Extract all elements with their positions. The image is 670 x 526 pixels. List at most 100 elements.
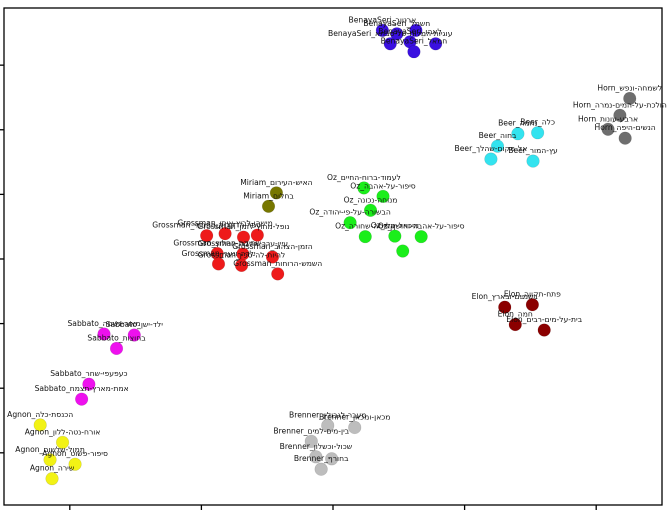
scatter-point-3-0: [269, 186, 284, 200]
scatter-point-6-3: [537, 323, 551, 337]
scatter-point-8-0: [33, 418, 47, 432]
scatter-point-7-2: [109, 341, 124, 356]
scatter-point-3-1: [261, 199, 276, 213]
scatter-point-0-3: [383, 37, 397, 51]
point-label-6-2: Elon_חמה: [498, 310, 533, 319]
scatter-point-1-1: [613, 108, 627, 122]
point-label-1-1: Horn_הולכת-על-המים-נמרה: [573, 100, 667, 109]
scatter-point-0-6: [407, 45, 421, 59]
scatter-point-9-0: [321, 418, 335, 433]
point-label-5-5: Oz_מיכאל-שלי: [371, 221, 419, 230]
point-label-3-0: Miriam_האיש-העירום: [240, 178, 312, 187]
scatter-point-4-7: [211, 257, 226, 271]
scatter-point-8-4: [45, 472, 59, 486]
point-label-9-2: Brenner_בין-מים-למים: [273, 426, 349, 435]
point-label-2-2: Beer_כלה: [520, 118, 555, 127]
point-label-5-2: Oz_מנוחה-נכונה: [344, 195, 398, 204]
point-label-1-3: Horn_הנשים-היפה: [595, 123, 656, 132]
point-label-8-0: Agnon_הכנסת-כלה: [7, 410, 73, 419]
point-label-7-4: Sabbato_אמת-מארץ-תצמח: [35, 384, 129, 393]
scatter-point-2-1: [511, 127, 525, 141]
scatter-point-4-3: [250, 228, 264, 242]
point-label-2-1: Beer_נחמה: [498, 119, 538, 128]
point-label-8-1: Agnon_אורח-נטה-ללון: [25, 427, 101, 436]
point-label-8-2: Agnon_תמול-שלשום: [15, 445, 85, 454]
point-label-7-1: Sabbato_ילד-ישן: [106, 320, 164, 329]
point-label-1-2: Horn_ארבע-עונות: [578, 114, 638, 123]
scatter-point-2-4: [526, 154, 540, 168]
point-label-0-6: BenayaSeri_חמאל: [381, 37, 448, 46]
scatter-point-5-1: [376, 189, 390, 203]
scatter-point-0-2: [409, 23, 423, 37]
scatter-point-7-3: [82, 377, 96, 391]
point-label-4-7: Grossman_ילדה-ונער: [181, 249, 255, 258]
scatter-point-9-2: [304, 434, 318, 448]
scatter-point-8-3: [68, 457, 82, 471]
point-label-5-3: Oz_הבשורה-על-פי-יהודה: [309, 208, 390, 217]
scatter-point-5-0: [357, 181, 371, 195]
point-label-9-5: Brenner_בחורף: [294, 454, 349, 463]
point-label-6-3: Elon_בית-על-מים-רבים: [506, 315, 582, 324]
scatter-point-4-8: [234, 258, 249, 273]
point-label-8-3: Agnon_סיפור-פשוט: [42, 449, 108, 458]
point-label-9-3: Brenner_שכול-וכשלון: [280, 442, 353, 451]
scatter-point-1-3: [618, 131, 632, 145]
scatter-point-5-4: [358, 230, 372, 244]
scatter-point-5-2: [363, 203, 378, 217]
point-label-0-4: BenayaSeri_לאהו: [378, 27, 441, 36]
scatter-point-1-2: [601, 122, 615, 136]
scatter-point-4-0: [200, 229, 214, 243]
point-label-4-9: Grossman_השמש-הרוחות: [233, 259, 322, 268]
point-label-7-3: Sabbato_כעפעפי-שחר: [50, 369, 127, 378]
scatter-point-4-2: [236, 230, 251, 244]
point-label-0-3: BenayaSeri_עוגיות-המלוח-של-סבתא: [328, 29, 453, 38]
point-label-5-0: Oz_לעמוד-ברוח-החיים: [327, 173, 401, 182]
point-label-2-4: Beer_עץ-המור: [508, 146, 558, 155]
scatter-point-2-3: [484, 152, 498, 166]
scatter-point-4-9: [271, 267, 285, 281]
scatter-point-9-1: [348, 420, 362, 435]
point-label-1-0: Horn_לשמחה-ונפש: [597, 83, 662, 92]
point-label-7-0: Sabbato_מאור-נשמה: [67, 319, 140, 328]
scatter-point-5-3: [343, 216, 357, 230]
scatter-point-1-0: [623, 91, 637, 106]
scatter-point-2-0: [490, 139, 505, 153]
point-label-5-4: Oz_קופסה-שחורה: [335, 222, 395, 231]
point-label-7-2: Sabbato_בחוצות: [87, 333, 146, 342]
scatter-point-7-0: [97, 327, 111, 341]
scatter-point-8-1: [55, 435, 70, 449]
point-label-4-8: Grossman_להיות-לה-סכין: [198, 250, 286, 259]
point-label-2-0: Beer_בחוה: [479, 131, 517, 140]
point-label-6-1: Elon_פתח-תקווה: [504, 290, 561, 299]
scatter-point-5-7: [396, 244, 410, 258]
scatter-point-4-6: [265, 250, 280, 264]
scatter-point-5-6: [414, 230, 428, 244]
point-label-4-2: Grossman_נופל-מחוץ-לזמן: [197, 222, 289, 231]
scatter-point-0-1: [390, 27, 404, 41]
scatter-point-6-2: [508, 317, 522, 332]
scatter-point-0-5: [429, 37, 443, 51]
scatter-point-4-1: [218, 227, 232, 241]
scatter-point-9-5: [314, 462, 328, 476]
point-label-0-1: BenayaSeri_חשמל: [363, 19, 430, 28]
scatter-point-5-5: [388, 229, 402, 243]
point-label-5-6: Oz_סיפור-על-אהבה-וחושך: [378, 222, 465, 231]
scatter-point-0-0: [375, 23, 389, 37]
scatter-point-8-2: [43, 453, 57, 467]
scatter-point-9-3: [309, 450, 323, 464]
point-label-5-1: Oz_סיפור-על-אהבה: [350, 181, 415, 190]
point-label-8-4: Agnon_שירה: [30, 464, 75, 473]
point-label-3-1: Miriam_בחלום: [243, 191, 294, 200]
scatter-point-7-4: [75, 392, 89, 406]
point-label-4-5: Grossman_עיין-ערך-אהבה: [198, 239, 289, 248]
point-label-4-1: Grossman_מישהו-לרוץ-איתו: [177, 219, 272, 228]
point-label-4-4: Grossman_שתיקת-החלוץ: [173, 239, 261, 248]
point-label-2-3: Beer_אל-מקום-שהלך: [455, 144, 528, 153]
scatter-point-2-2: [531, 126, 545, 140]
point-label-6-0: Elon_בשמיים-ובארץ: [472, 292, 539, 301]
point-label-0-0: BenayaSeri_ארטור: [349, 15, 417, 24]
point-label-9-0: Brenner_מעבר-לגבולין: [289, 410, 366, 419]
point-label-4-6: Grossman_הזמן-הצהוב: [232, 242, 313, 251]
scatter-point-6-0: [498, 300, 512, 314]
